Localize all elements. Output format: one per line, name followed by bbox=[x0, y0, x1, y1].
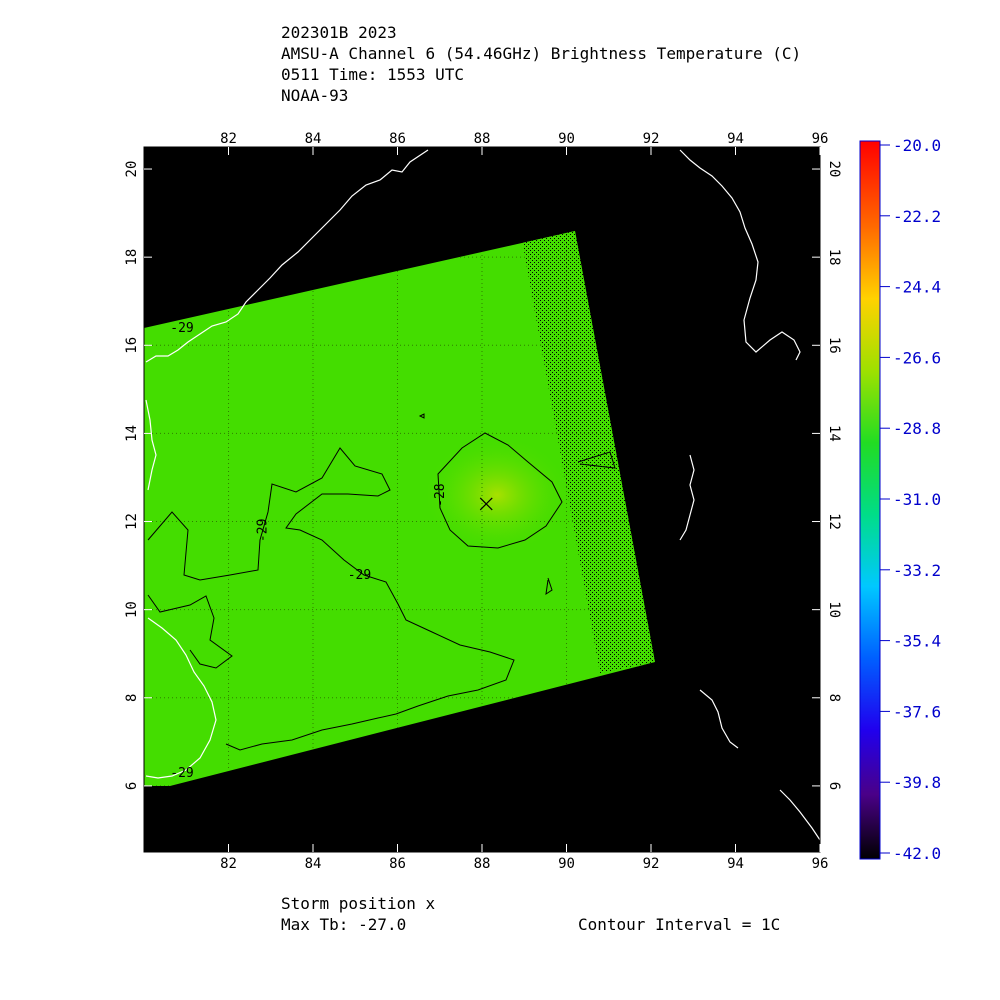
lat-label-right-16: 16 bbox=[826, 337, 842, 354]
lon-label-bottom-90: 90 bbox=[558, 856, 575, 872]
lat-label-left-10: 10 bbox=[124, 601, 140, 618]
lon-label-bottom-88: 88 bbox=[474, 856, 491, 872]
coast-sumatra bbox=[779, 789, 821, 841]
contour-label-4: -29 bbox=[170, 766, 193, 781]
lon-label-top-92: 92 bbox=[643, 131, 660, 147]
swath-edge-stipple bbox=[522, 231, 655, 673]
lat-label-left-6: 6 bbox=[124, 782, 140, 790]
contour-west-2 bbox=[147, 447, 515, 751]
coast-andaman bbox=[679, 454, 695, 541]
lat-label-right-12: 12 bbox=[826, 513, 842, 530]
coast-nicobar bbox=[699, 689, 739, 749]
lon-label-bottom-86: 86 bbox=[389, 856, 406, 872]
contour-small-1 bbox=[545, 577, 553, 596]
lat-label-right-8: 8 bbox=[826, 694, 842, 702]
colorbar-label-2: -24.4 bbox=[893, 278, 941, 297]
lat-label-right-20: 20 bbox=[826, 161, 842, 178]
lat-label-right-6: 6 bbox=[826, 782, 842, 790]
contour-label-1: -29 bbox=[256, 519, 271, 542]
contour-label-2: -28 bbox=[433, 483, 448, 506]
storm-position-caption: Storm position x bbox=[281, 894, 436, 913]
coast-india-south bbox=[145, 399, 157, 491]
lon-label-bottom-94: 94 bbox=[727, 856, 744, 872]
contour-label-0: -29 bbox=[170, 321, 193, 336]
lat-label-right-18: 18 bbox=[826, 249, 842, 266]
colorbar-label-0: -20.0 bbox=[893, 136, 941, 155]
lat-label-left-20: 20 bbox=[124, 161, 140, 178]
colorbar-labels: -20.0 -22.2 -24.4 -26.6 -28.8 -31.0 -33.2 -35.4… bbox=[880, 136, 941, 863]
coast-sri-lanka bbox=[145, 617, 217, 779]
contours bbox=[147, 413, 616, 751]
lon-label-top-82: 82 bbox=[220, 131, 237, 147]
contour-west bbox=[147, 594, 233, 669]
lat-label-left-14: 14 bbox=[124, 425, 140, 442]
colorbar: -20.0 -22.2 -24.4 -26.6 -28.8 -31.0 -33.2 -35.4… bbox=[859, 136, 941, 863]
storm-position-marker bbox=[479, 497, 493, 511]
colorbar-label-7: -35.4 bbox=[893, 632, 941, 651]
contour-small-2 bbox=[577, 451, 616, 469]
contour-small-3 bbox=[418, 413, 425, 419]
title-satellite: NOAA-93 bbox=[281, 86, 349, 105]
lon-label-top-84: 84 bbox=[305, 131, 322, 147]
coast-india-east bbox=[145, 149, 429, 363]
colorbar-label-4: -28.8 bbox=[893, 419, 941, 438]
storm-marker-stroke-b bbox=[479, 497, 493, 511]
contour-labels: -29 -29 -28 -29 -29 bbox=[170, 321, 448, 781]
title-time: 0511 Time: 1553 UTC bbox=[281, 65, 465, 84]
title-product: AMSU-A Channel 6 (54.46GHz) Brightness T… bbox=[281, 44, 802, 63]
swath bbox=[144, 231, 655, 786]
colorbar-label-3: -26.6 bbox=[893, 348, 941, 367]
colorbar-label-9: -39.8 bbox=[893, 773, 941, 792]
lat-label-right-10: 10 bbox=[826, 601, 842, 618]
colorbar-label-10: -42.0 bbox=[893, 844, 941, 863]
lon-label-bottom-84: 84 bbox=[305, 856, 322, 872]
colorbar-label-5: -31.0 bbox=[893, 490, 941, 509]
lat-label-right-14: 14 bbox=[826, 425, 842, 442]
coast-myanmar bbox=[679, 149, 801, 361]
swath-area bbox=[144, 231, 655, 786]
lat-label-left-16: 16 bbox=[124, 337, 140, 354]
lat-label-left-12: 12 bbox=[124, 513, 140, 530]
lon-label-bottom-82: 82 bbox=[220, 856, 237, 872]
contour-interval-caption: Contour Interval = 1C bbox=[578, 915, 781, 934]
lon-label-bottom-92: 92 bbox=[643, 856, 660, 872]
contour-warm-core bbox=[437, 432, 563, 549]
colorbar-label-1: -22.2 bbox=[893, 207, 941, 226]
colorbar-label-6: -33.2 bbox=[893, 561, 941, 580]
colorbar-gradient bbox=[859, 140, 881, 860]
colorbar-label-8: -37.6 bbox=[893, 702, 941, 721]
max-tb-caption: Max Tb: -27.0 bbox=[281, 915, 407, 934]
coastlines bbox=[145, 149, 821, 841]
lon-label-top-94: 94 bbox=[727, 131, 744, 147]
lat-label-left-18: 18 bbox=[124, 249, 140, 266]
warm-core bbox=[422, 435, 572, 555]
lat-label-left-8: 8 bbox=[124, 694, 140, 702]
lon-label-top-90: 90 bbox=[558, 131, 575, 147]
lon-label-top-88: 88 bbox=[474, 131, 491, 147]
title-storm-id: 202301B 2023 bbox=[281, 23, 397, 42]
contour-label-3: -29 bbox=[348, 568, 371, 583]
lon-label-top-96: 96 bbox=[812, 131, 829, 147]
lon-label-top-86: 86 bbox=[389, 131, 406, 147]
lon-label-bottom-96: 96 bbox=[812, 856, 829, 872]
